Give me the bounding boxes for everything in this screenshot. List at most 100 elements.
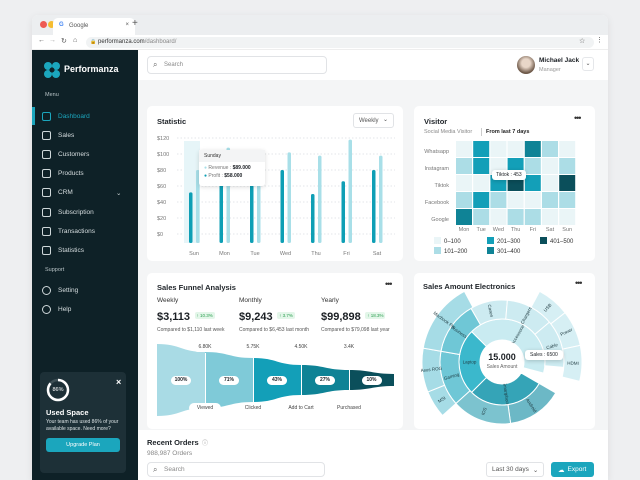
used-space-progress-ring bbox=[46, 378, 70, 402]
recent-orders-section: Recent Orders ⓘ 988,987 Orders ⌕ Search L… bbox=[138, 430, 608, 480]
sidebar-item-transactions[interactable]: Transactions bbox=[42, 223, 138, 239]
stage-count: 6.80K bbox=[193, 343, 217, 352]
date-range-select[interactable]: Last 30 days ⌄ bbox=[486, 462, 544, 477]
sidebar-item-products[interactable]: Products bbox=[42, 166, 138, 182]
heatmap-cell bbox=[473, 209, 490, 225]
browser-tab[interactable]: G Google × bbox=[53, 18, 135, 35]
stat-value: $3,113 bbox=[157, 311, 191, 323]
legend-swatch bbox=[487, 247, 494, 254]
more-options-icon[interactable]: ••• bbox=[575, 278, 583, 288]
more-options-icon[interactable]: ••• bbox=[574, 113, 582, 123]
more-options-icon[interactable]: ••• bbox=[385, 279, 393, 289]
search-input[interactable]: ⌕ Search bbox=[147, 56, 327, 74]
heatmap-cell bbox=[473, 158, 490, 174]
orders-search-input[interactable]: ⌕ Search bbox=[147, 462, 325, 477]
close-window-button[interactable] bbox=[40, 21, 47, 28]
x-tick-label: Thu bbox=[311, 251, 320, 257]
export-label: Export bbox=[567, 466, 587, 473]
sidebar-item-statistics[interactable]: Statistics bbox=[42, 242, 138, 258]
new-tab-button[interactable]: + bbox=[132, 18, 138, 29]
stage-label: Purchased bbox=[333, 403, 365, 413]
export-button[interactable]: ☁ Export bbox=[551, 462, 594, 477]
reload-icon[interactable]: ↻ bbox=[61, 38, 67, 45]
crm-icon bbox=[42, 188, 51, 198]
heatmap-cell bbox=[456, 141, 472, 157]
heatmap-cell bbox=[507, 209, 524, 225]
heatmap-row-label: Google bbox=[431, 217, 449, 223]
sales-electronics-card: Sales Amount Electronics ••• Laptop Acces… bbox=[414, 273, 595, 429]
stat-compare: Compared to $1,110 last week bbox=[157, 327, 225, 333]
browser-menu-icon[interactable]: ⋮ bbox=[596, 37, 603, 44]
sidebar-item-crm[interactable]: CRM ⌄ bbox=[42, 185, 138, 201]
heatmap-row-label: Instagram bbox=[425, 166, 450, 172]
sidebar-item-sales[interactable]: Sales bbox=[42, 127, 138, 143]
stat-change-badge: ↑ 10.3% bbox=[194, 312, 215, 319]
period-select[interactable]: Weekly ⌄ bbox=[353, 113, 394, 128]
funnel-stat-yearly: Yearly $99,898 ↑ 18.3% Compared to $79,098… bbox=[321, 297, 390, 333]
profit-bar bbox=[341, 181, 345, 243]
heatmap-cell bbox=[507, 141, 524, 157]
legend-swatch bbox=[434, 247, 441, 254]
sidebar-item-setting[interactable]: Setting bbox=[42, 282, 138, 298]
stage-divider bbox=[204, 353, 206, 405]
stage-divider bbox=[252, 353, 254, 405]
legend-swatch bbox=[434, 237, 441, 244]
sidebar-item-subscription[interactable]: Subscription bbox=[42, 204, 138, 220]
heatmap-cell bbox=[542, 175, 558, 191]
legend-label: 301–400 bbox=[497, 249, 521, 255]
back-icon[interactable]: ← bbox=[38, 37, 45, 44]
y-tick-label: $0 bbox=[157, 232, 163, 238]
home-icon[interactable]: ⌂ bbox=[73, 37, 78, 44]
upgrade-plan-button[interactable]: Upgrade Plan bbox=[46, 438, 120, 452]
avatar[interactable] bbox=[517, 56, 535, 74]
stage-count: 4.50K bbox=[289, 343, 313, 352]
dashboard-icon bbox=[42, 111, 51, 121]
profit-bar bbox=[250, 170, 254, 243]
electronics-title: Sales Amount Electronics bbox=[423, 282, 516, 291]
legend-label: 101–200 bbox=[444, 249, 468, 255]
bookmark-star-icon[interactable]: ☆ bbox=[579, 38, 586, 45]
visitor-subtitle: Social Media Visitor bbox=[424, 129, 473, 135]
bag-icon bbox=[42, 130, 51, 140]
funnel-percent-label: 10% bbox=[361, 376, 382, 385]
chart-icon bbox=[42, 245, 51, 255]
sunburst-tooltip: Sales : 6500 bbox=[525, 350, 563, 360]
menu-heading: Menu bbox=[45, 92, 59, 98]
close-tab-icon[interactable]: × bbox=[125, 22, 129, 28]
used-space-text: Your team has used 86% of your available… bbox=[46, 419, 119, 432]
close-icon[interactable]: × bbox=[116, 377, 122, 387]
legend-label: 201–300 bbox=[497, 239, 521, 245]
sunburst-label: IOS bbox=[480, 407, 487, 416]
statistic-title: Statistic bbox=[157, 117, 187, 126]
minimize-window-button[interactable] bbox=[48, 21, 55, 28]
sunburst-segment-macbook-pro bbox=[422, 290, 474, 352]
heatmap-row-label: Tiktok bbox=[435, 183, 450, 189]
y-tick-label: $100 bbox=[157, 152, 169, 158]
used-space-percent: 86% bbox=[52, 387, 64, 393]
heatmap-cell bbox=[559, 192, 576, 208]
x-tick-label: Mon bbox=[219, 251, 230, 257]
forward-icon[interactable]: → bbox=[49, 37, 56, 44]
sidebar-item-dashboard[interactable]: Dashboard bbox=[42, 108, 138, 124]
funnel-title: Sales Funnel Analysis bbox=[157, 283, 236, 292]
stat-period: Yearly bbox=[321, 297, 339, 304]
wallet-icon bbox=[42, 226, 51, 236]
heatmap-cell bbox=[559, 158, 576, 174]
info-icon[interactable]: ⓘ bbox=[202, 441, 209, 447]
url-field[interactable]: 🔒 performanza.com/dashboard/ bbox=[86, 37, 594, 48]
revenue-bar bbox=[379, 155, 383, 243]
heatmap-cell bbox=[490, 141, 507, 157]
sidebar-item-help[interactable]: Help bbox=[42, 301, 138, 317]
user-menu-chevron-icon[interactable]: ⌄ bbox=[582, 57, 594, 71]
orders-count: 988,987 Orders bbox=[147, 450, 193, 457]
heatmap-row-label: Whatsapp bbox=[424, 149, 449, 155]
orders-search-placeholder: Search bbox=[164, 466, 185, 473]
tooltip-revenue-label: Revenue : bbox=[208, 165, 232, 171]
heatmap-cell bbox=[490, 209, 507, 225]
revenue-bar bbox=[287, 152, 291, 243]
stat-value: $99,898 bbox=[321, 311, 361, 323]
search-icon: ⌕ bbox=[153, 465, 158, 474]
sidebar-item-customers[interactable]: Customers bbox=[42, 146, 138, 162]
heatmap-cell bbox=[456, 209, 472, 225]
used-space-card: 86% × Used Space Your team has used 86% … bbox=[40, 372, 126, 473]
